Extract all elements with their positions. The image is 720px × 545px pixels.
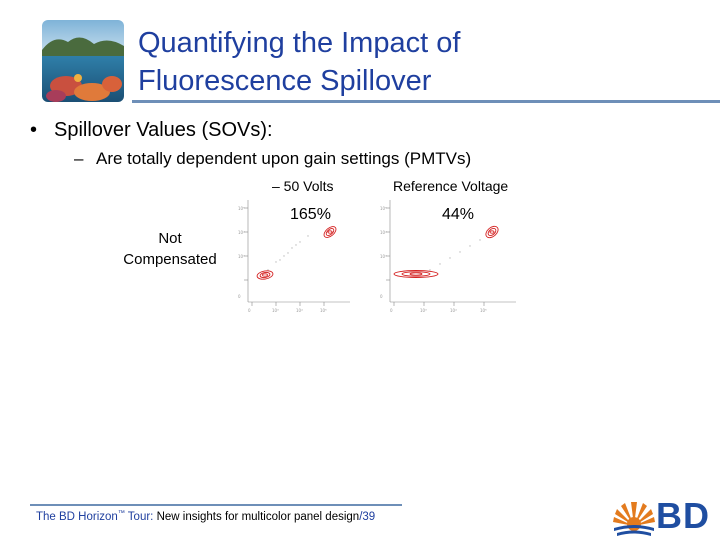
footer-text: The BD Horizon™ Tour: New insights for m…	[36, 510, 375, 523]
flow-plot-minus-50-volts: 10⁵ 10⁴ 10³ 0 0 10³ 10⁴ 10⁵	[238, 198, 356, 321]
footer-page-number: /39	[359, 510, 376, 523]
svg-text:0: 0	[248, 308, 251, 313]
bd-logo-text: BD	[656, 495, 710, 536]
bullet-item: • Spillover Values (SOVs):	[30, 119, 273, 142]
svg-text:10⁴: 10⁴	[296, 308, 303, 313]
footer-trademark: ™	[117, 510, 125, 517]
svg-text:0: 0	[390, 308, 393, 313]
bd-sun-logo-icon	[612, 496, 656, 545]
footer-brand: The BD Horizon	[36, 510, 118, 523]
row-label-not-compensated: Not Compensated	[108, 228, 232, 270]
row-label-line-1: Not	[158, 230, 182, 247]
svg-text:0: 0	[238, 294, 241, 299]
svg-text:10³: 10³	[238, 254, 245, 259]
bullet-text: Spillover Values (SOVs):	[54, 119, 273, 141]
row-label-line-2: Compensated	[123, 251, 217, 268]
title-line-2: Fluorescence Spillover	[138, 65, 432, 97]
column-label-reference-voltage: Reference Voltage	[393, 178, 509, 194]
svg-text:10⁵: 10⁵	[480, 308, 487, 313]
sub-bullet-marker: –	[74, 149, 84, 168]
header-photo	[42, 20, 124, 102]
svg-text:10⁵: 10⁵	[320, 308, 327, 313]
spillover-value-minus-50-volts: 165%	[290, 206, 331, 223]
svg-text:10⁵: 10⁵	[238, 206, 245, 211]
flow-plot-reference-voltage: 10⁵ 10⁴ 10³ 0 0 10³ 10⁴ 10⁵	[380, 198, 520, 321]
svg-text:10³: 10³	[272, 308, 279, 313]
bullet-marker: •	[30, 119, 38, 141]
svg-text:10³: 10³	[420, 308, 427, 313]
svg-text:10⁴: 10⁴	[450, 308, 457, 313]
footer-divider	[30, 504, 402, 506]
column-label-minus-50-volts: – 50 Volts	[272, 178, 334, 194]
footer-subtitle: New insights for multicolor panel design	[156, 510, 360, 523]
footer-tour: Tour:	[124, 510, 157, 523]
svg-text:0: 0	[380, 294, 383, 299]
svg-text:10⁴: 10⁴	[238, 230, 245, 235]
svg-text:10⁴: 10⁴	[380, 230, 387, 235]
svg-text:10³: 10³	[380, 254, 387, 259]
sub-bullet-text: Are totally dependent upon gain settings…	[96, 149, 472, 168]
spillover-value-reference-voltage: 44%	[442, 206, 475, 223]
title-divider	[132, 100, 720, 103]
sub-bullet-item: – Are totally dependent upon gain setting…	[74, 149, 471, 169]
title-line-1: Quantifying the Impact of	[138, 27, 461, 59]
slide-title: Quantifying the Impact of Fluorescence S…	[138, 24, 698, 100]
svg-text:10⁵: 10⁵	[380, 206, 387, 211]
